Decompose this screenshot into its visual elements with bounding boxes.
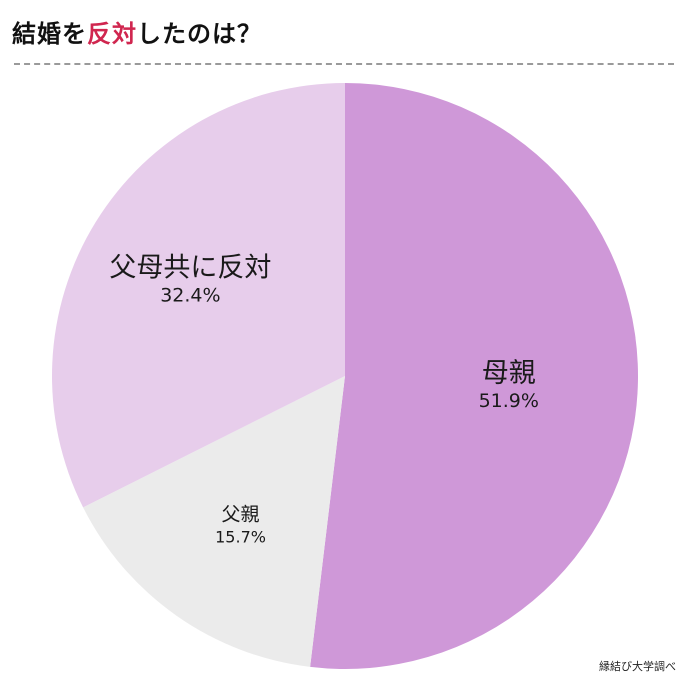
pie-slice-2 [83, 376, 345, 667]
slice-label-name-3: 父母共に反対 [109, 253, 271, 284]
slice-label-value-3: 32.4% [160, 285, 220, 307]
pie-slice-3 [51, 83, 345, 508]
title-text-after: したのは？ [137, 20, 262, 48]
pie-slice-1 [310, 83, 638, 669]
slice-label-value-1: 51.9% [479, 390, 539, 412]
slice-label-name-1: 母親 [482, 358, 536, 389]
title-text-before: 結婚を [12, 20, 87, 48]
title-text-highlight: 反対 [87, 20, 137, 48]
page-title: 結婚を反対したのは？ [12, 14, 262, 49]
slice-label-value-2: 15.7% [215, 528, 266, 547]
source-note: 縁結び大学調べ [599, 660, 676, 673]
title-divider [14, 63, 674, 65]
slice-label-name-2: 父親 [222, 504, 260, 526]
